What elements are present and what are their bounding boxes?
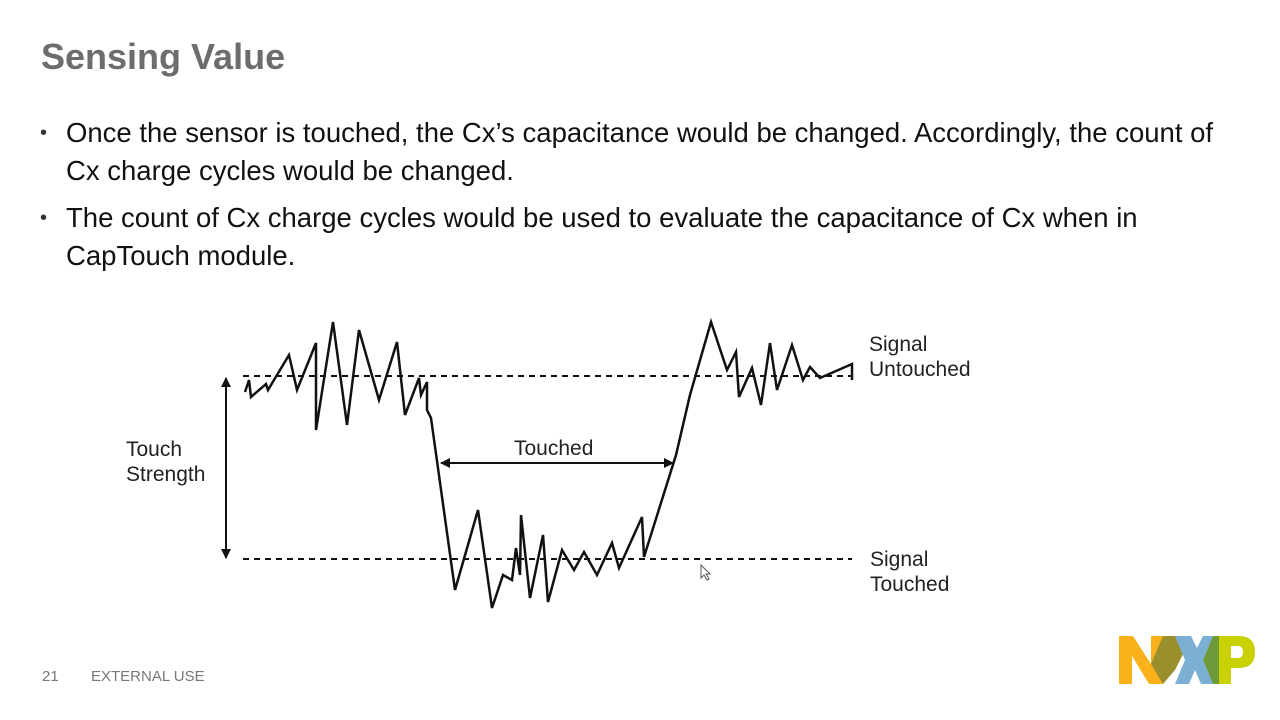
signal-touched-line1: Signal bbox=[870, 548, 929, 571]
touched-label: Touched bbox=[514, 437, 594, 460]
bullet-icon: • bbox=[40, 122, 48, 144]
slide-title: Sensing Value bbox=[41, 36, 286, 77]
touch-strength-label: Touch Strength bbox=[126, 437, 205, 487]
signal-touched-label: Signal Touched bbox=[870, 547, 949, 597]
bullet-item: • Once the sensor is touched, the Cx’s ca… bbox=[40, 114, 1250, 190]
touch-strength-label-line1: Touch bbox=[126, 438, 183, 461]
signal-untouched-label: Signal Untouched bbox=[869, 332, 971, 382]
mouse-cursor-icon bbox=[700, 563, 712, 581]
signal-untouched-line1: Signal bbox=[869, 333, 928, 356]
signal-untouched-line2: Untouched bbox=[869, 358, 971, 381]
classification-label: EXTERNAL USE bbox=[91, 668, 205, 685]
bullet-list: • Once the sensor is touched, the Cx’s ca… bbox=[40, 114, 1250, 284]
bullet-icon: • bbox=[40, 207, 48, 229]
bullet-item: • The count of Cx charge cycles would be … bbox=[40, 199, 1250, 275]
bullet-text: The count of Cx charge cycles would be u… bbox=[66, 202, 1138, 271]
signal-touched-line2: Touched bbox=[870, 573, 950, 596]
bullet-text: Once the sensor is touched, the Cx’s cap… bbox=[66, 117, 1214, 186]
nxp-logo bbox=[1119, 636, 1255, 684]
signal-trace bbox=[243, 317, 854, 609]
touch-strength-label-line2: Strength bbox=[126, 463, 206, 486]
page-number: 21 bbox=[42, 668, 59, 685]
